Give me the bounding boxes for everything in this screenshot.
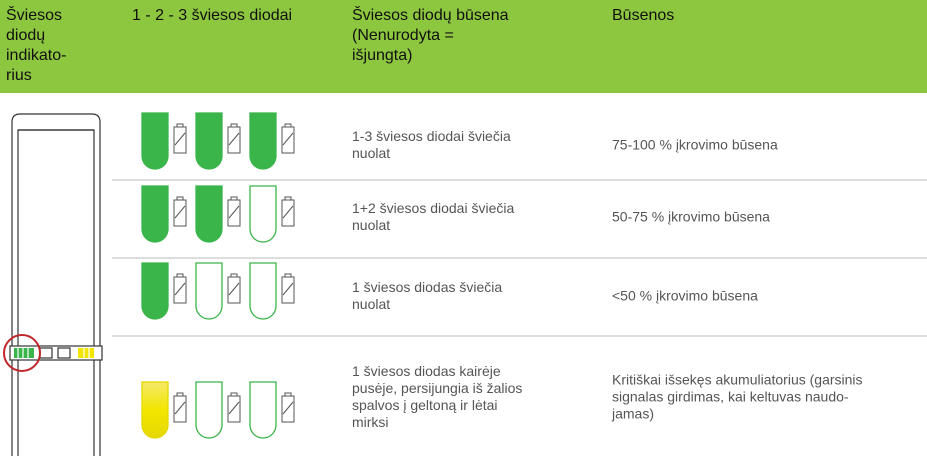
header-cell: Šviesos diodų būsena [352, 5, 509, 24]
header-cell: išjungta) [352, 47, 412, 64]
led [195, 112, 223, 170]
led-state-text: nuolat [352, 217, 390, 233]
battery [173, 273, 187, 304]
led [141, 381, 169, 439]
device [3, 113, 103, 456]
led [249, 185, 277, 243]
header-cell: Šviesos [6, 5, 62, 24]
header-cell: (Nenurodyta = [352, 27, 454, 44]
led [141, 185, 169, 243]
battery [281, 196, 295, 227]
led [195, 381, 223, 439]
header-bg [0, 0, 927, 93]
led [249, 112, 277, 170]
led-state-text: 1+2 šviesos diodai šviečia [352, 200, 514, 216]
led-state-text: 1 šviesos diodas kairėje [352, 363, 501, 379]
battery [173, 196, 187, 227]
status-text: signalas girdimas, kai keltuvas naudo- [612, 389, 849, 405]
header-cell: indikato- [6, 47, 66, 64]
led-state-text: spalvos į geltoną ir lėtai [352, 397, 498, 413]
row-lines [112, 179, 927, 337]
header-cell: rius [6, 67, 32, 84]
led-state-text: pusėje, persijungia iš žalios [352, 380, 522, 396]
led [249, 262, 277, 320]
led-state-text: nuolat [352, 145, 390, 161]
led [249, 381, 277, 439]
battery [227, 196, 241, 227]
battery [227, 392, 241, 423]
led-state-text: mirksi [352, 414, 389, 430]
status-text: jamas) [611, 406, 654, 422]
battery [173, 392, 187, 423]
battery [281, 392, 295, 423]
battery [281, 273, 295, 304]
header-cell: diodų [6, 27, 45, 44]
battery [227, 273, 241, 304]
led-state-text: 1-3 šviesos diodai šviečia [352, 128, 511, 144]
led [141, 112, 169, 170]
led-state-text: nuolat [352, 296, 390, 312]
battery [281, 123, 295, 154]
led [195, 262, 223, 320]
status-text: 50-75 % įkrovimo būsena [612, 209, 770, 225]
led-icons [141, 112, 295, 439]
status-text: <50 % įkrovimo būsena [612, 288, 758, 304]
led [141, 262, 169, 320]
led-state-text: 1 šviesos diodas šviečia [352, 279, 502, 295]
led [195, 185, 223, 243]
battery [173, 123, 187, 154]
status-text: Kritiškai išsekęs akumuliatorius (garsin… [612, 372, 863, 388]
battery [227, 123, 241, 154]
header-cell: Būsenos [612, 7, 674, 24]
status-text: 75-100 % įkrovimo būsena [612, 137, 778, 153]
header-cell: 1 - 2 - 3 šviesos diodai [132, 7, 292, 24]
